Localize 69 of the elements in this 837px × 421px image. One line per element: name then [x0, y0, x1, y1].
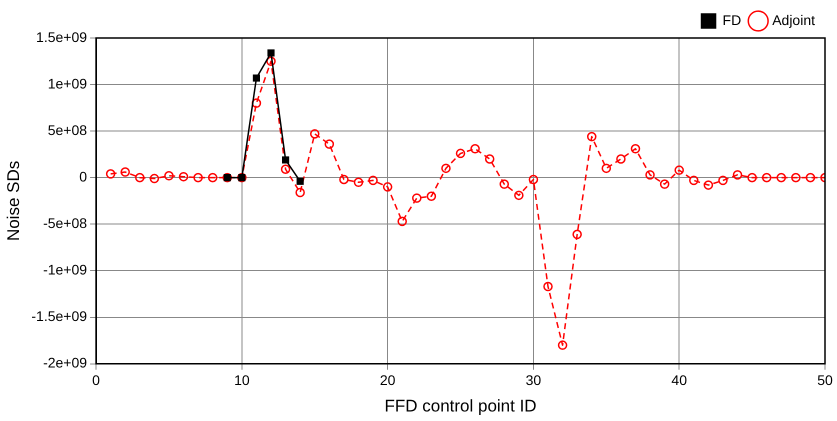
point [295, 188, 305, 198]
point [689, 176, 699, 186]
point [602, 164, 612, 174]
point [806, 172, 816, 182]
point [282, 156, 290, 164]
point [310, 129, 320, 139]
point [397, 216, 407, 226]
point [106, 169, 116, 179]
point [572, 230, 582, 240]
point [456, 148, 466, 158]
point [426, 191, 436, 201]
x-tick-label: 40 [671, 372, 688, 388]
point [280, 164, 290, 174]
point [120, 167, 130, 177]
y-tick-label: 1.5e+09 [36, 28, 88, 45]
point [368, 176, 378, 186]
y-axis-title: Noise SDs [4, 160, 23, 242]
point [412, 193, 422, 203]
x-tick-label: 10 [234, 372, 250, 388]
point [354, 178, 364, 188]
point [252, 74, 260, 82]
x-tick-label: 30 [526, 372, 542, 388]
point [586, 132, 596, 142]
point [296, 178, 304, 185]
y-tick-label: 5e+08 [48, 122, 88, 138]
y-tick-label: -2e+09 [43, 354, 88, 371]
point [762, 172, 772, 182]
y-tick-label: 1e+09 [48, 75, 88, 92]
x-tick-label: 20 [380, 372, 396, 388]
y-tick-label: -5e+08 [43, 215, 88, 232]
point [382, 182, 392, 192]
point [164, 171, 174, 181]
point [543, 282, 553, 292]
point [252, 98, 262, 108]
point [558, 340, 568, 350]
point [150, 174, 160, 184]
point [324, 139, 334, 149]
point [441, 164, 451, 174]
point [339, 174, 349, 184]
point [660, 179, 670, 189]
point [776, 172, 786, 182]
legend-label: Adjoint [772, 12, 816, 28]
x-axis-title: FFD control point ID [384, 396, 537, 416]
y-tick-label: -1.5e+09 [31, 308, 88, 324]
point [747, 172, 757, 182]
point [178, 172, 188, 182]
point [732, 170, 742, 180]
y-tick-label: 0 [79, 168, 88, 184]
point [267, 49, 275, 56]
point [674, 165, 684, 175]
point [528, 174, 538, 184]
y-tick-label: -1e+09 [43, 262, 88, 278]
point [630, 144, 640, 154]
point [616, 154, 626, 164]
legend-label: FD [722, 12, 742, 28]
point [193, 172, 203, 182]
point [266, 56, 276, 66]
point [484, 154, 494, 164]
point [514, 190, 524, 200]
point [718, 176, 728, 186]
point [791, 172, 801, 182]
point [470, 144, 480, 154]
point [208, 172, 218, 182]
point [645, 170, 655, 180]
point [500, 179, 510, 189]
x-tick-label: 0 [92, 372, 100, 388]
point [135, 172, 145, 182]
point [704, 180, 714, 190]
x-tick-label: 50 [817, 372, 833, 388]
